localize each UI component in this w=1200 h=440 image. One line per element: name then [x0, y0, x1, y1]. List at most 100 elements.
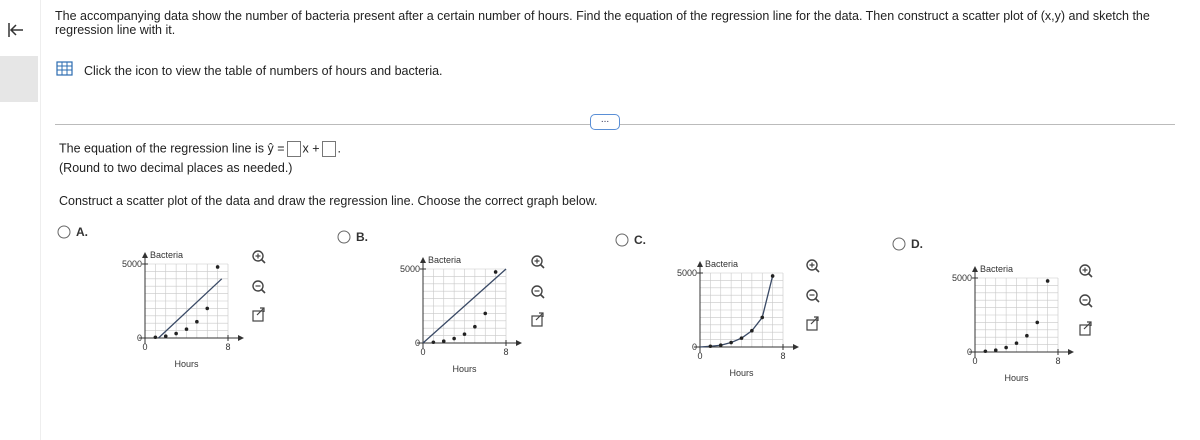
table-link[interactable]: Click the icon to view the table of numb…	[84, 64, 443, 78]
equation-prefix: The equation of the regression line is	[59, 141, 264, 156]
y-tick-label: 0	[692, 342, 697, 352]
icon[interactable]	[814, 297, 820, 303]
x-tick-label: 0	[972, 356, 977, 366]
option-label: B.	[356, 230, 368, 244]
x-tick-label: 0	[142, 342, 147, 352]
data-point	[708, 344, 713, 349]
zoom-in-button[interactable]	[531, 255, 545, 269]
x-axis-arrow	[1068, 349, 1074, 355]
icon[interactable]	[1082, 267, 1088, 273]
icon[interactable]	[252, 280, 264, 292]
data-point	[205, 306, 210, 311]
icon[interactable]	[539, 293, 545, 299]
y-axis-arrow	[420, 257, 426, 263]
y-axis-label: Bacteria	[705, 259, 738, 269]
icon[interactable]	[531, 315, 543, 327]
y-tick-label: 0	[137, 333, 142, 343]
data-point	[195, 319, 199, 324]
icon[interactable]	[260, 288, 266, 294]
data-point	[1035, 320, 1040, 325]
slope-input[interactable]	[286, 141, 301, 157]
x-axis-arrow	[793, 344, 799, 350]
y-axis-arrow	[142, 252, 148, 258]
data-point	[993, 348, 998, 353]
zoom-in-button[interactable]	[252, 250, 266, 264]
more-button[interactable]: ...	[590, 114, 620, 130]
y-tick-label: 0	[415, 338, 420, 348]
x-tick-label: 0	[420, 347, 425, 357]
zoom-out-button[interactable]	[1079, 294, 1093, 308]
icon[interactable]	[1087, 272, 1093, 278]
data-point	[750, 328, 754, 333]
icon[interactable]	[1079, 294, 1091, 306]
icon[interactable]	[809, 262, 815, 268]
option[interactable]: C. Bacteria Hours 0 5000 0 8	[615, 233, 820, 378]
x-axis-label: Hours	[174, 359, 199, 369]
y-axis-label: Bacteria	[980, 264, 1013, 274]
zoom-out-button[interactable]	[252, 280, 266, 294]
zoom-out-button[interactable]	[531, 285, 545, 299]
y-tick-label: 5000	[952, 273, 972, 283]
option[interactable]: A. Bacteria Hours 0 5000 0 8	[57, 225, 266, 369]
x-tick-label: 0	[697, 351, 702, 361]
intercept-input[interactable]	[321, 141, 336, 157]
x-axis-label: Hours	[1004, 373, 1029, 383]
data-point	[153, 335, 158, 340]
icon[interactable]	[252, 250, 264, 262]
option[interactable]: D. Bacteria Hours 0 5000 0 8	[892, 237, 1093, 383]
x-plus: x +	[302, 141, 320, 156]
data-point	[473, 324, 477, 329]
radio[interactable]	[615, 233, 629, 247]
x-axis-arrow	[516, 340, 522, 346]
popout-button[interactable]	[252, 307, 265, 322]
radio[interactable]	[57, 225, 71, 239]
icon[interactable]	[1079, 264, 1091, 276]
data-point	[483, 311, 488, 316]
icon[interactable]	[806, 319, 818, 331]
data-point	[493, 270, 498, 274]
regression-line	[699, 275, 774, 348]
icon[interactable]	[260, 258, 266, 264]
icon[interactable]	[1079, 324, 1091, 336]
icon[interactable]	[255, 253, 261, 259]
x-axis-label: Hours	[452, 364, 477, 374]
popout-button[interactable]	[531, 312, 544, 327]
y-tick-label: 5000	[400, 264, 420, 274]
data-point	[770, 274, 775, 278]
icon[interactable]	[814, 267, 820, 273]
zoom-in-button[interactable]	[806, 259, 820, 273]
icon[interactable]	[252, 310, 264, 322]
icon[interactable]	[806, 259, 818, 271]
icon[interactable]	[535, 312, 544, 321]
icon[interactable]	[810, 316, 819, 325]
radio[interactable]	[337, 230, 351, 244]
data-point	[452, 336, 456, 341]
table-icon[interactable]	[56, 60, 74, 78]
question-text: The accompanying data show the number of…	[55, 9, 1150, 37]
round-note: (Round to two decimal places as needed.)	[59, 161, 293, 175]
back-button[interactable]	[6, 20, 26, 40]
x-tick-label: 8	[225, 342, 230, 352]
icon[interactable]	[539, 263, 545, 269]
regression-line	[158, 278, 223, 339]
popout-button[interactable]	[1079, 321, 1092, 336]
icon[interactable]	[531, 255, 543, 267]
regression-line	[422, 268, 507, 344]
zoom-out-button[interactable]	[806, 289, 820, 303]
zoom-in-button[interactable]	[1079, 264, 1093, 278]
icon[interactable]	[1087, 302, 1093, 308]
sidebar-tab	[0, 56, 38, 102]
data-point	[739, 336, 744, 340]
data-point	[1014, 341, 1019, 345]
icon[interactable]	[534, 258, 540, 264]
icon[interactable]	[256, 307, 265, 316]
popout-button[interactable]	[806, 316, 819, 331]
icon[interactable]	[806, 289, 818, 301]
icon[interactable]	[531, 285, 543, 297]
option[interactable]: B. Bacteria Hours 0 5000 0 8	[337, 230, 545, 374]
icon[interactable]	[1083, 321, 1092, 330]
radio[interactable]	[892, 237, 906, 251]
equation: The equation of the regression line is ŷ…	[59, 141, 341, 157]
